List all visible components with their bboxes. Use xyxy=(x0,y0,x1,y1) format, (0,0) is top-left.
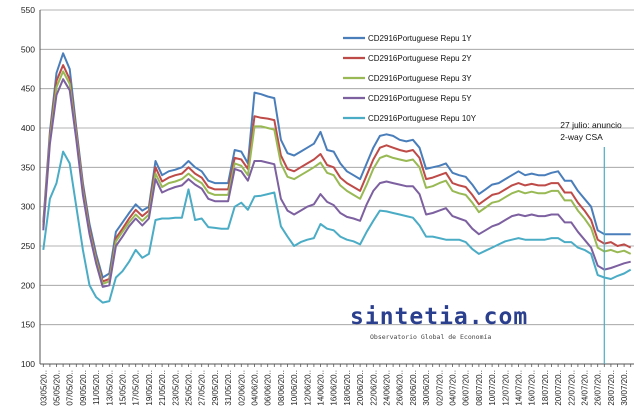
annotation-text: 2-way CSA xyxy=(560,132,603,142)
y-tick-label: 250 xyxy=(21,241,35,251)
y-tick-label: 400 xyxy=(21,123,35,133)
x-tick-label: 26/06/20.. xyxy=(396,370,405,406)
watermark-brand: sintetia.com xyxy=(350,304,528,330)
x-tick-label: 20/06/20.. xyxy=(356,370,365,406)
y-tick-label: 350 xyxy=(21,162,35,172)
y-tick-label: 200 xyxy=(21,280,35,290)
watermark-subtitle: Observatorio Global de Economía xyxy=(370,333,491,341)
x-tick-label: 31/05/20.. xyxy=(224,370,233,406)
y-tick-label: 550 xyxy=(21,5,35,15)
y-tick-label: 450 xyxy=(21,84,35,94)
x-tick-label: 14/06/20.. xyxy=(317,370,326,406)
x-tick-label: 12/06/20.. xyxy=(303,370,312,406)
x-tick-label: 21/05/20.. xyxy=(158,370,167,406)
x-tick-label: 24/07/20.. xyxy=(581,370,590,406)
x-tick-label: 22/06/20.. xyxy=(369,370,378,406)
x-tick-label: 16/06/20.. xyxy=(330,370,339,406)
x-tick-label: 20/07/20.. xyxy=(554,370,563,406)
x-tick-label: 07/05/20.. xyxy=(66,370,75,406)
legend-label: CD2916Portuguese Repu 1Y xyxy=(368,34,472,43)
x-tick-label: 09/05/20.. xyxy=(79,370,88,406)
y-tick-label: 150 xyxy=(21,320,35,330)
x-tick-label: 23/05/20.. xyxy=(171,370,180,406)
x-tick-label: 29/05/20.. xyxy=(211,370,220,406)
series-line-4 xyxy=(42,78,631,288)
x-tick-label: 15/05/20.. xyxy=(119,370,128,406)
x-tick-label: 06/06/20.. xyxy=(264,370,273,406)
legend-label: CD2916Portuguese Repu 5Y xyxy=(368,94,472,103)
x-tick-label: 13/05/20.. xyxy=(105,370,114,406)
x-tick-label: 02/07/20.. xyxy=(435,370,444,406)
x-tick-label: 27/05/20.. xyxy=(198,370,207,406)
legend-label: CD2916Portuguese Repu 3Y xyxy=(368,74,472,83)
x-tick-label: 26/07/20.. xyxy=(594,370,603,406)
gridlines xyxy=(40,9,634,365)
x-tick-label: 18/07/20.. xyxy=(541,370,550,406)
series-line-3 xyxy=(42,70,632,285)
x-tick-label: 22/07/20.. xyxy=(567,370,576,406)
x-tick-label: 04/06/20.. xyxy=(251,370,260,406)
series-line-1 xyxy=(42,52,631,279)
x-tick-label: 08/06/20.. xyxy=(277,370,286,406)
watermark: sintetia.com Observatorio Global de Econ… xyxy=(350,304,528,341)
legend-label: CD2916Portuguese Repu 10Y xyxy=(368,114,477,123)
series-lines xyxy=(42,52,632,304)
series-line-5 xyxy=(42,150,632,304)
x-tick-label: 02/06/20.. xyxy=(237,370,246,406)
x-tick-label: 28/07/20.. xyxy=(607,370,616,406)
x-tick-label: 05/05/20.. xyxy=(53,370,62,406)
x-tick-label: 10/07/20.. xyxy=(488,370,497,406)
x-tick-label: 11/05/20.. xyxy=(92,370,101,405)
series-line-2 xyxy=(42,64,632,283)
y-tick-label: 500 xyxy=(21,44,35,54)
y-tick-label: 300 xyxy=(21,202,35,212)
x-tick-label: 30/07/20.. xyxy=(620,370,629,406)
x-tick-label: 25/05/20.. xyxy=(185,370,194,406)
legend-label: CD2916Portuguese Repu 2Y xyxy=(368,54,472,63)
x-tick-label: 17/05/20.. xyxy=(132,370,141,406)
annotation: 27 julio: anuncio 2-way CSA xyxy=(560,120,622,364)
x-tick-label: 10/06/20.. xyxy=(290,370,299,406)
axes xyxy=(39,10,634,365)
x-tick-label: 03/05/20.. xyxy=(39,370,48,406)
x-tick-label: 12/07/20.. xyxy=(501,370,510,406)
y-axis-ticks: 100 150 200 250 300 350 400 450 500 550 xyxy=(21,5,35,369)
x-tick-label: 28/06/20.. xyxy=(409,370,418,406)
x-tick-label: 18/06/20.. xyxy=(343,370,352,406)
x-tick-label: 19/05/20.. xyxy=(145,370,154,406)
x-tick-label: 16/07/20.. xyxy=(528,370,537,406)
x-tick-label: 24/06/20.. xyxy=(383,370,392,406)
x-tick-label: 14/07/20.. xyxy=(515,370,524,406)
x-axis-ticks: 03/05/20.. 05/05/20.. 07/05/20.. 09/05/20..… xyxy=(39,364,632,406)
x-tick-label: 30/06/20.. xyxy=(422,370,431,406)
x-tick-label: 04/07/20.. xyxy=(449,370,458,406)
x-tick-label: 06/07/20.. xyxy=(462,370,471,406)
legend: CD2916Portuguese Repu 1Y CD2916Portuguese… xyxy=(343,34,477,123)
annotation-text: 27 julio: anuncio xyxy=(560,120,622,130)
y-tick-label: 100 xyxy=(21,359,35,369)
x-tick-label: 08/07/20.. xyxy=(475,370,484,406)
